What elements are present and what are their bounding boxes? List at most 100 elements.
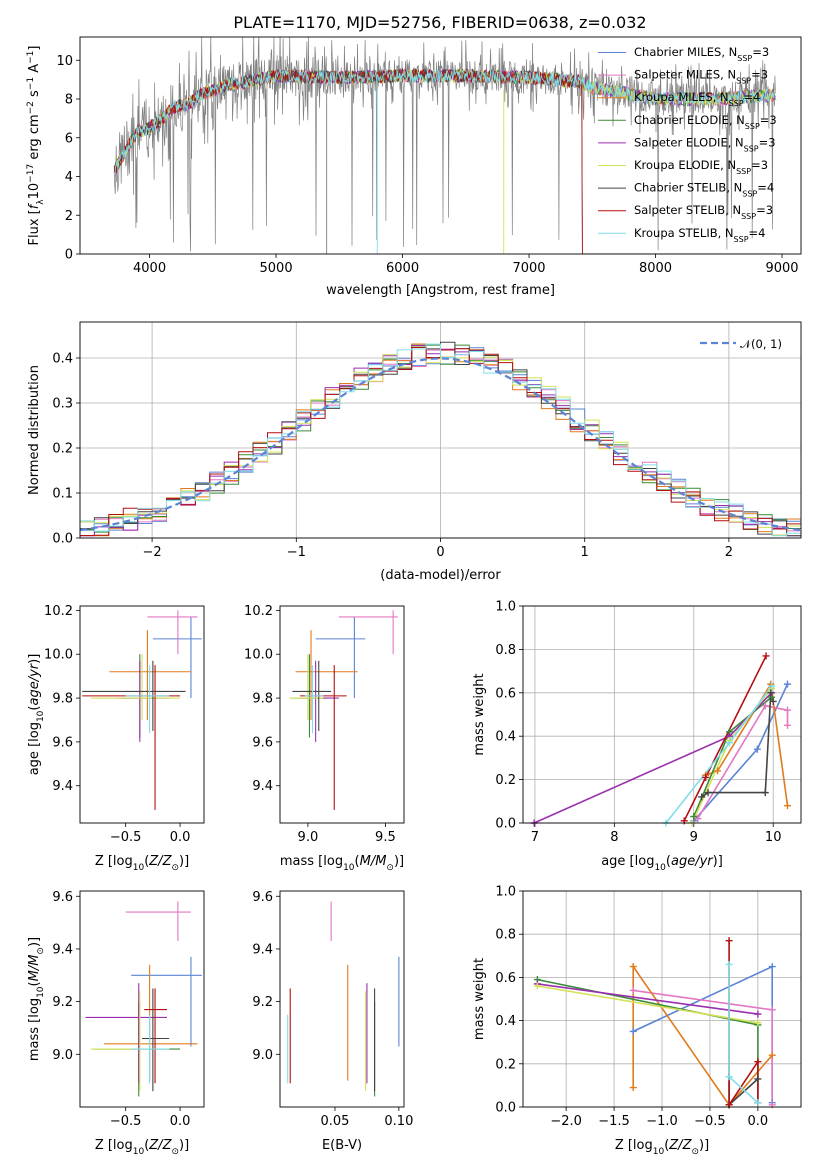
legend-entry-salpeter-elodie: Salpeter ELODIE, NSSP=3 <box>634 135 776 153</box>
y-tick-label: 0.0 <box>495 1101 516 1116</box>
y-tick-label: 0.4 <box>495 730 516 745</box>
y-tick-label: 2 <box>65 209 73 224</box>
weight-marker-kroupa-stelib <box>725 960 733 968</box>
weight-marker-salpeter-miles <box>629 986 637 994</box>
weight-line-salpeter-miles <box>633 989 774 1105</box>
x-tick-label: 9.5 <box>375 830 396 845</box>
weight-marker-salpeter-stelib <box>754 1058 762 1066</box>
weight-marker-kroupa-elodie <box>533 982 541 990</box>
normal-distribution-curve <box>80 357 801 532</box>
x-tick-label: 5000 <box>260 261 293 276</box>
weight-marker-chabrier-stelib <box>769 697 777 705</box>
x-tick-label: 0.05 <box>320 1114 349 1129</box>
x-tick-label: 7000 <box>512 261 545 276</box>
weight-line-kroupa-miles <box>705 681 789 806</box>
y-tick-label: 9.2 <box>252 995 273 1010</box>
x-tick-label: 8 <box>610 830 618 845</box>
axes-frame <box>79 321 802 539</box>
axes-frame <box>79 36 802 255</box>
plot-area <box>537 940 774 1107</box>
weight-marker-kroupa-miles <box>629 1084 637 1092</box>
y-tick-label: 0.1 <box>52 487 73 502</box>
y-tick-label: 9.6 <box>252 735 273 750</box>
x-tick-label: 9 <box>690 830 698 845</box>
y-tick-label: 9.4 <box>252 942 273 957</box>
x-tick-label: 0.0 <box>748 1114 769 1129</box>
x-tick-label: −1.5 <box>598 1114 630 1129</box>
x-tick-label: −0.5 <box>110 1114 142 1129</box>
weight-marker-chabrier-stelib <box>761 789 769 797</box>
model-fit-chabrier-stelib <box>113 68 776 254</box>
y-tick-label: 0.6 <box>495 971 516 986</box>
weight-line-kroupa-elodie <box>691 687 773 823</box>
panel-age-vs-Z: −0.5 0.0 9.4 9.6 9.8 10.0 10.2 Z [log10(Z/Z⊙)] a… <box>27 604 205 873</box>
weight-marker-chabrier-miles <box>753 745 761 753</box>
plot-area <box>289 610 398 810</box>
weight-line-kroupa-stelib <box>665 685 773 823</box>
weight-marker-kroupa-miles <box>629 963 637 971</box>
weight-marker-kroupa-miles <box>768 1051 776 1059</box>
panel-mass-vs-EBV: 0.05 0.10 9.0 9.2 9.4 9.6 E(B-V) <box>252 890 413 1153</box>
x-tick-label: −2.0 <box>550 1114 582 1129</box>
weight-line-salpeter-miles <box>697 704 789 820</box>
weight-marker-chabrier-miles <box>783 680 791 688</box>
axes-frame <box>522 605 802 824</box>
y-axis-label: mass [log10(M/M⊙)] <box>27 937 46 1061</box>
panel-weight-vs-age: 7 8 9 10 0.0 0.2 0.4 0.6 0.8 1.0 age [log10(age/yr… <box>472 600 802 873</box>
plot-area <box>287 901 400 1097</box>
x-tick-label: 0.0 <box>170 830 191 845</box>
y-tick-label: 0.4 <box>495 1014 516 1029</box>
y-tick-label: 10.2 <box>44 604 73 619</box>
weight-line-salpeter-elodie <box>537 983 759 1015</box>
weight-marker-salpeter-miles <box>783 706 791 714</box>
y-tick-label: 9.4 <box>52 779 73 794</box>
x-axis-label: Z [log10(Z/Z⊙)] <box>95 854 189 873</box>
weight-marker-kroupa-stelib <box>725 1073 733 1081</box>
x-tick-label: 7 <box>531 830 539 845</box>
panel-age-vs-mass: 9.0 9.5 9.4 9.6 9.8 10.0 10.2 mass [log10(M/M⊙)… <box>244 604 405 873</box>
y-tick-label: 0.8 <box>495 643 516 658</box>
weight-marker-salpeter-stelib <box>762 652 770 660</box>
legend-entry-salpeter-stelib: Salpeter STELIB, NSSP=3 <box>634 203 773 221</box>
weight-marker-salpeter-miles <box>761 702 769 710</box>
y-tick-label: 10.0 <box>44 648 73 663</box>
x-tick-label: 9000 <box>765 261 798 276</box>
weight-marker-salpeter-miles <box>694 815 702 823</box>
y-axis-label: Flux [fλ10−17 erg cm−2 s−1 A−1] <box>26 46 46 246</box>
weight-marker-salpeter-elodie <box>754 1010 762 1018</box>
x-tick-label: 1 <box>581 545 589 560</box>
x-tick-label: 10 <box>765 830 782 845</box>
y-tick-label: 1.0 <box>495 885 516 900</box>
y-tick-label: 8 <box>65 93 73 108</box>
weight-line-chabrier-stelib <box>701 692 774 798</box>
histogram-kroupa-elodie <box>80 346 801 536</box>
weight-marker-chabrier-miles <box>768 963 776 971</box>
weight-line-chabrier-miles <box>632 965 774 1103</box>
plot-area <box>113 37 776 254</box>
y-tick-label: 0.2 <box>495 1057 516 1072</box>
y-tick-label: 0.2 <box>495 773 516 788</box>
x-tick-label: 0.0 <box>170 1114 191 1129</box>
model-fit-kroupa-elodie <box>113 68 776 170</box>
y-tick-label: 9.6 <box>252 890 273 905</box>
y-tick-label: 10 <box>56 54 73 69</box>
legend-entry-kroupa-elodie: Kroupa ELODIE, NSSP=3 <box>634 158 768 176</box>
y-tick-label: 9.0 <box>52 1048 73 1063</box>
legend-entry-chabrier-elodie: Chabrier ELODIE, NSSP=3 <box>634 113 777 131</box>
y-tick-label: 0.6 <box>495 686 516 701</box>
legend-entry-chabrier-miles: Chabrier MILES, NSSP=3 <box>634 45 769 63</box>
x-tick-label: 9.0 <box>298 830 319 845</box>
panel-mass-vs-Z: −0.5 0.0 9.0 9.2 9.4 9.6 Z [log10(Z/Z⊙)] mass [… <box>27 890 205 1157</box>
legend-entry-kroupa-stelib: Kroupa STELIB, NSSP=4 <box>634 226 765 244</box>
x-tick-label: −0.5 <box>110 830 142 845</box>
x-tick-label: 8000 <box>639 261 672 276</box>
figure-title: PLATE=1170, MJD=52756, FIBERID=0638, z=0… <box>233 13 646 32</box>
weight-marker-salpeter-stelib <box>702 773 710 781</box>
y-tick-label: 0.3 <box>52 397 73 412</box>
y-tick-label: 9.6 <box>52 735 73 750</box>
weight-line-chabrier-elodie <box>537 978 759 1103</box>
legend-entry-salpeter-miles: Salpeter MILES, NSSP=3 <box>634 68 768 86</box>
x-axis-label: mass [log10(M/M⊙)] <box>280 854 404 873</box>
plot-area <box>82 610 202 810</box>
y-tick-label: 0.0 <box>495 817 516 832</box>
